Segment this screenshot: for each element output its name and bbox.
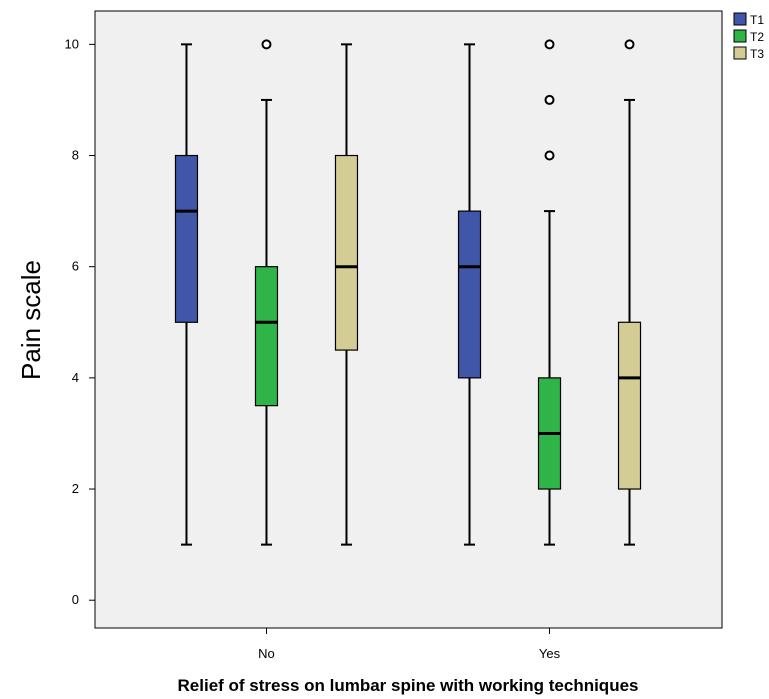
plot-area	[94, 10, 723, 629]
box-T2-Yes	[537, 39, 562, 546]
y-tick-label: 8	[72, 148, 79, 163]
outlier-point	[544, 39, 555, 50]
legend-swatch-T2	[733, 29, 747, 43]
legend-swatch-T1	[733, 12, 747, 26]
legend-label-T3: T3	[750, 47, 764, 61]
legend: T1 T2 T3	[733, 12, 764, 61]
y-tick-label: 4	[72, 370, 79, 385]
box-T1-Yes	[457, 43, 482, 546]
legend-swatch-T3	[733, 46, 747, 60]
box-rect	[254, 266, 279, 407]
outlier-point	[624, 39, 635, 50]
y-tick-label: 10	[65, 36, 79, 51]
outlier-point	[261, 39, 272, 50]
y-axis-title: Pain scale	[16, 260, 46, 380]
box-rect	[334, 154, 359, 351]
box-rect	[457, 210, 482, 379]
box-T2-No	[254, 39, 279, 546]
box-series	[174, 39, 642, 546]
y-tick-label: 6	[72, 259, 79, 274]
x-tick-label: No	[258, 646, 275, 661]
y-tick-label: 0	[72, 592, 79, 607]
x-axis: No Yes	[258, 628, 561, 661]
box-T3-No	[334, 43, 359, 546]
box-T1-No	[174, 43, 199, 546]
legend-label-T1: T1	[750, 13, 764, 27]
box-rect	[174, 154, 199, 323]
box-T3-Yes	[617, 39, 642, 546]
box-rect	[617, 321, 642, 490]
outlier-point	[544, 150, 555, 161]
x-tick-label: Yes	[539, 646, 561, 661]
x-axis-title: Relief of stress on lumbar spine with wo…	[178, 676, 639, 695]
y-axis: 0 2 4 6 8 10	[65, 36, 95, 607]
legend-label-T2: T2	[750, 30, 764, 44]
outlier-point	[544, 94, 555, 105]
y-tick-label: 2	[72, 481, 79, 496]
